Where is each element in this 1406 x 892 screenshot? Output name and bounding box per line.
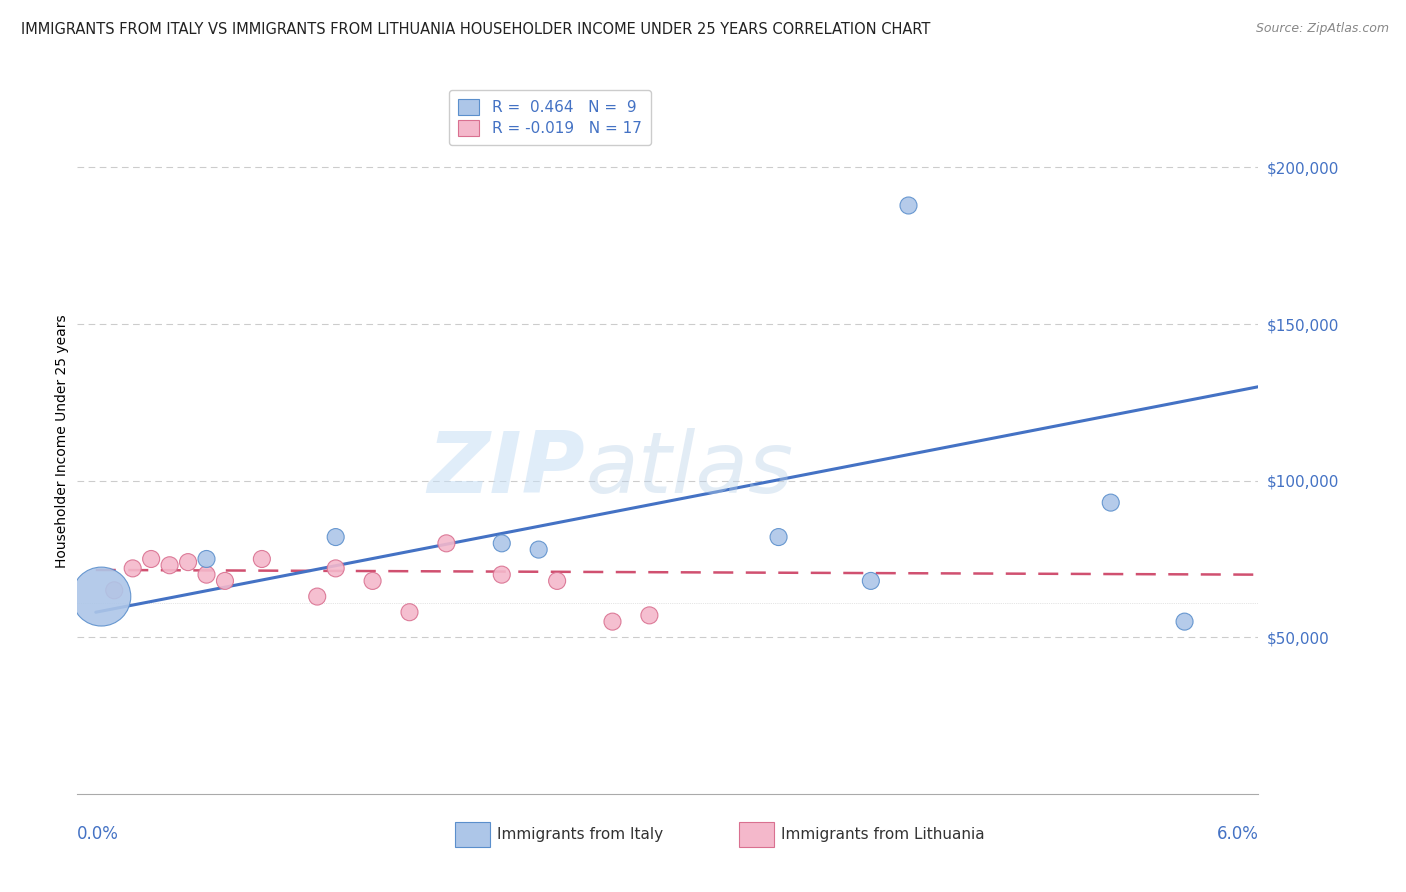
Point <box>527 542 550 557</box>
Point <box>195 552 218 566</box>
Point <box>195 567 218 582</box>
Point <box>307 590 329 604</box>
Text: IMMIGRANTS FROM ITALY VS IMMIGRANTS FROM LITHUANIA HOUSEHOLDER INCOME UNDER 25 Y: IMMIGRANTS FROM ITALY VS IMMIGRANTS FROM… <box>21 22 931 37</box>
Point <box>177 555 200 569</box>
Y-axis label: Householder Income Under 25 years: Householder Income Under 25 years <box>55 315 69 568</box>
Point <box>398 605 420 619</box>
Point <box>325 561 347 575</box>
Legend: R =  0.464   N =  9, R = -0.019   N = 17: R = 0.464 N = 9, R = -0.019 N = 17 <box>449 90 651 145</box>
Point <box>491 536 513 550</box>
Point <box>859 574 882 588</box>
Point <box>325 530 347 544</box>
Point <box>121 561 143 575</box>
Point <box>638 608 661 623</box>
Point <box>90 590 112 604</box>
Point <box>141 552 163 566</box>
Point <box>1174 615 1197 629</box>
Point <box>768 530 790 544</box>
Text: ZIP: ZIP <box>427 428 585 511</box>
Point <box>897 198 920 212</box>
Text: 0.0%: 0.0% <box>77 825 120 843</box>
Text: Immigrants from Italy: Immigrants from Italy <box>498 828 664 842</box>
Text: Source: ZipAtlas.com: Source: ZipAtlas.com <box>1256 22 1389 36</box>
Point <box>1099 495 1122 509</box>
Point <box>491 567 513 582</box>
Point <box>361 574 384 588</box>
Text: Immigrants from Lithuania: Immigrants from Lithuania <box>780 828 984 842</box>
Point <box>103 583 125 598</box>
Point <box>602 615 624 629</box>
Point <box>214 574 236 588</box>
Point <box>250 552 273 566</box>
Point <box>436 536 458 550</box>
Point <box>159 558 181 573</box>
Text: atlas: atlas <box>585 428 793 511</box>
Point <box>546 574 568 588</box>
Text: 6.0%: 6.0% <box>1216 825 1258 843</box>
